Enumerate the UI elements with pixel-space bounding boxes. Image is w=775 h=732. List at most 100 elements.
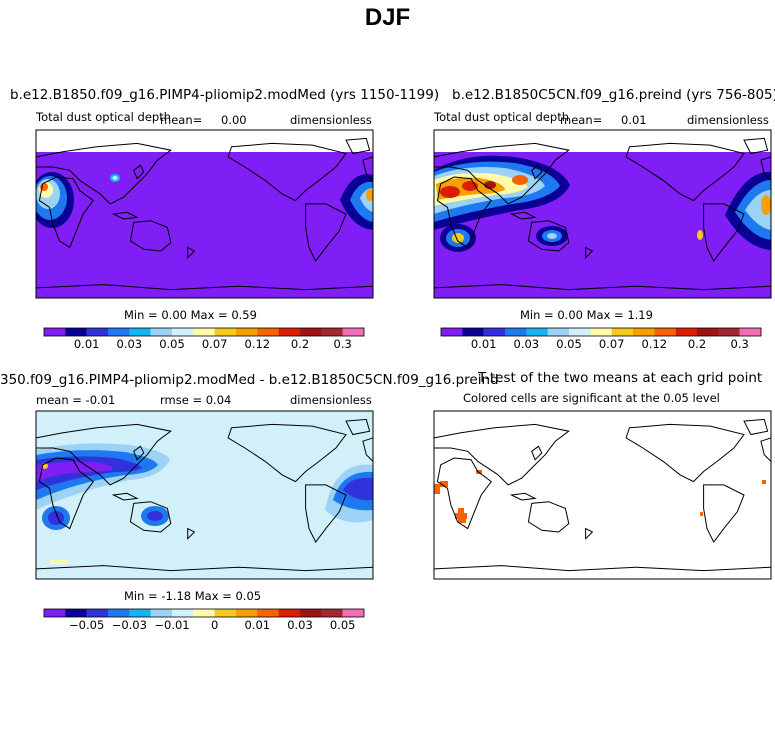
colorbar-tick-label: 0.05	[329, 618, 356, 632]
panel-2-south-africa	[440, 224, 476, 252]
colorbar-swatch	[86, 609, 109, 617]
coastline-segment	[585, 246, 594, 259]
colorbar-tick-label: 0.3	[730, 337, 749, 351]
colorbar-swatch	[278, 609, 301, 617]
colorbar-swatch	[483, 328, 506, 336]
coastline-segment	[362, 437, 373, 463]
panel-1-units: dimensionless	[290, 113, 372, 127]
panel-1-mean-label: mean=	[160, 113, 203, 127]
colorbar-swatch	[697, 328, 719, 336]
colorbar-swatch	[441, 328, 463, 336]
panel-3-mean: mean = -0.01	[36, 393, 116, 407]
colorbar-swatch	[675, 328, 698, 336]
coastline-segment	[111, 211, 139, 220]
colorbar-tick-label: −0.05	[69, 618, 105, 632]
coastline-segment	[760, 437, 771, 463]
colorbar-swatch	[44, 609, 66, 617]
panel-1-frame	[35, 129, 374, 299]
colorbar-2	[440, 327, 762, 337]
coastline-segment	[36, 284, 373, 291]
colorbar-tick-label: 0.07	[201, 337, 228, 351]
panel-1-missing-arctic	[36, 130, 373, 152]
coastline-segment	[129, 220, 172, 252]
colorbar-1	[43, 327, 365, 337]
panel-2-units: dimensionless	[687, 113, 769, 127]
panel-4-map	[434, 411, 771, 579]
coastline-segment	[305, 484, 347, 543]
coastline-segment	[362, 156, 373, 182]
panel-4-subtitle: Colored cells are significant at the 0.0…	[463, 391, 720, 405]
coastline-segment	[531, 164, 543, 180]
coastline-segment	[345, 418, 371, 436]
colorbar-swatch	[236, 609, 258, 617]
coastline-segment	[38, 457, 95, 530]
colorbar-tick-label: 0.12	[641, 337, 668, 351]
panel-3-australia-diff	[141, 506, 169, 526]
colorbar-swatch	[590, 328, 612, 336]
panel-2-variable-label: Total dust optical depth	[434, 110, 569, 124]
coastline-segment	[129, 501, 172, 533]
panel-3-map	[36, 411, 373, 579]
colorbar-swatch	[278, 328, 301, 336]
colorbar-tick-label: 0.2	[687, 337, 707, 351]
colorbar-tick-label: 0.01	[73, 337, 100, 351]
panel-2-map	[434, 130, 771, 298]
colorbar-swatch	[300, 328, 322, 336]
coastline-segment	[434, 423, 571, 486]
coastline-segment	[36, 142, 173, 205]
coastline-segment	[111, 492, 139, 501]
colorbar-swatch	[633, 328, 655, 336]
coastline-segment	[434, 565, 771, 572]
colorbar-tick-label: 0.01	[244, 618, 271, 632]
panel-2-frame	[433, 129, 772, 299]
panel-4-coastlines	[434, 418, 771, 572]
coastline-segment	[625, 423, 745, 483]
panel-2-title: b.e12.B1850C5CN.f09_g16.preind (yrs 756-…	[452, 87, 775, 103]
coastline-segment	[227, 423, 347, 483]
panel-1-background-field	[36, 130, 373, 298]
colorbar-swatch	[193, 328, 215, 336]
coastline-segment	[434, 284, 771, 291]
colorbar-swatch	[526, 328, 548, 336]
panel-3-rmse: rmse = 0.04	[160, 393, 232, 407]
coastline-segment	[509, 492, 537, 501]
coastline-segment	[531, 445, 543, 461]
coastline-segment	[345, 137, 371, 155]
colorbar-outline	[43, 608, 365, 618]
panel-1-mean-value: 0.00	[221, 113, 247, 127]
colorbar-swatch	[108, 328, 130, 336]
coastline-segment	[585, 527, 594, 540]
coastline-segment	[38, 176, 95, 249]
colorbar-tick-label: 0.07	[598, 337, 625, 351]
colorbar-tick-label: 0.03	[513, 337, 540, 351]
colorbar-swatch	[611, 328, 634, 336]
colorbar-swatch	[257, 328, 279, 336]
panel-4-frame	[433, 410, 772, 580]
coastline-segment	[227, 142, 347, 202]
panel-1-map	[36, 130, 373, 298]
colorbar-swatch	[172, 609, 194, 617]
colorbar-swatch	[321, 609, 343, 617]
panel-1-coastlines	[36, 137, 373, 291]
panel-2-australia	[536, 226, 568, 246]
coastline-segment	[434, 142, 571, 205]
coastline-segment	[625, 142, 745, 202]
coastline-segment	[743, 418, 769, 436]
colorbar-swatch	[214, 609, 237, 617]
colorbar-swatch	[129, 328, 151, 336]
colorbar-swatch	[108, 609, 130, 617]
colorbar-swatch	[150, 328, 173, 336]
coastline-segment	[703, 484, 745, 543]
colorbar-swatch	[321, 328, 343, 336]
panel-3-units: dimensionless	[290, 393, 372, 407]
coastline-segment	[527, 501, 570, 533]
colorbar-swatch	[739, 328, 762, 336]
colorbar-swatch	[44, 328, 66, 336]
panel-1-min-max: Min = 0.00 Max = 0.59	[124, 308, 257, 322]
colorbar-outline	[440, 327, 762, 337]
coastline-segment	[509, 211, 537, 220]
panel-1-sahara-plume	[36, 172, 74, 228]
panel-2-min-max: Min = 0.00 Max = 1.19	[520, 308, 653, 322]
panel-2-america-plume	[697, 171, 771, 250]
colorbar-swatch	[257, 609, 279, 617]
